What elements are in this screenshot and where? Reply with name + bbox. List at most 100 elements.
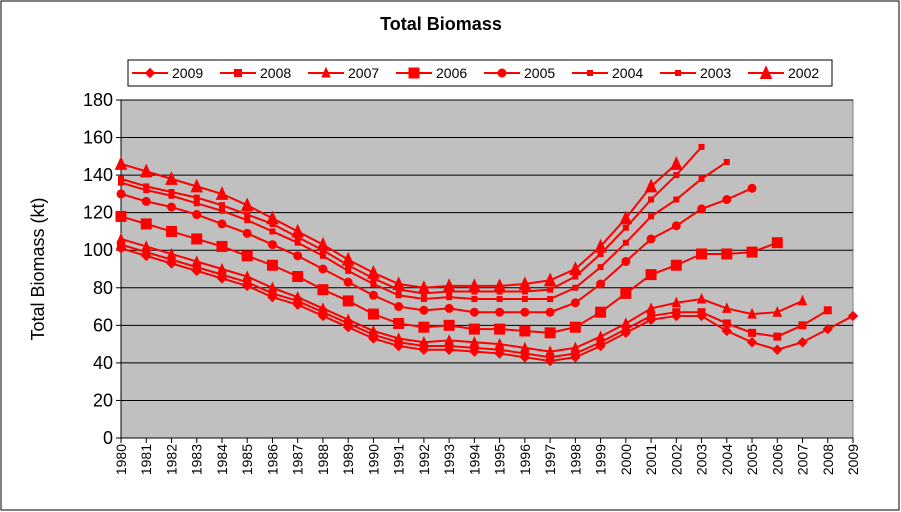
marker [721, 248, 733, 260]
x-tick-label: 1988 [315, 444, 331, 475]
y-tick-label: 20 [93, 390, 113, 410]
marker [698, 143, 705, 150]
marker [446, 294, 453, 301]
marker [518, 276, 532, 291]
x-tick-label: 1983 [189, 444, 205, 475]
x-tick-label: 1999 [593, 444, 609, 475]
marker [547, 296, 554, 303]
marker [647, 311, 656, 320]
marker [393, 332, 404, 343]
x-tick-label: 2008 [820, 444, 836, 475]
marker [645, 269, 657, 281]
marker [367, 265, 380, 279]
marker [594, 238, 607, 253]
marker [622, 224, 629, 231]
marker [721, 325, 733, 337]
x-tick-label: 1995 [492, 444, 508, 475]
marker [267, 240, 277, 250]
x-tick-label: 1992 [416, 444, 432, 475]
series [116, 183, 757, 317]
marker [773, 332, 782, 341]
marker [672, 308, 681, 317]
marker [420, 296, 427, 303]
marker [673, 196, 680, 203]
y-tick-label: 140 [83, 165, 113, 185]
marker [166, 247, 177, 259]
marker [244, 211, 251, 218]
marker [367, 308, 379, 320]
marker [368, 290, 378, 300]
marker [193, 200, 200, 207]
marker [520, 341, 530, 353]
legend-label: 2007 [348, 65, 379, 81]
marker [723, 158, 730, 165]
legend-label: 2008 [260, 65, 291, 81]
marker [141, 240, 152, 251]
legend-label: 2004 [612, 65, 643, 81]
marker [496, 296, 503, 303]
marker [143, 183, 150, 190]
legend-label: 2003 [700, 65, 731, 81]
marker [673, 172, 680, 179]
marker [722, 319, 731, 328]
x-tick-label: 1986 [264, 444, 280, 475]
marker [165, 171, 178, 185]
x-tick-label: 1981 [138, 444, 154, 475]
marker [468, 323, 480, 335]
x-tick-label: 1996 [517, 444, 533, 475]
y-tick-label: 120 [83, 203, 113, 223]
marker [190, 178, 204, 193]
marker [144, 67, 156, 79]
marker [569, 261, 582, 275]
marker [140, 218, 152, 230]
marker [544, 327, 556, 339]
x-tick-label: 2007 [795, 444, 811, 475]
marker [191, 233, 203, 245]
x-tick-label: 1994 [466, 444, 482, 475]
marker [494, 337, 505, 349]
marker [294, 239, 301, 246]
marker [242, 270, 252, 282]
marker [165, 225, 177, 237]
x-tick-label: 1989 [340, 444, 356, 475]
marker [368, 324, 379, 336]
series [114, 156, 683, 294]
marker [748, 328, 757, 337]
marker [316, 236, 330, 251]
marker [343, 277, 353, 287]
marker [166, 202, 176, 212]
legend-label: 2009 [172, 65, 203, 81]
series [115, 210, 783, 339]
marker [321, 66, 331, 78]
marker [242, 228, 252, 238]
series [116, 232, 808, 357]
marker [342, 295, 354, 307]
marker [343, 313, 353, 325]
marker [646, 302, 656, 313]
marker [597, 264, 604, 271]
marker [141, 196, 151, 206]
marker [217, 219, 227, 229]
x-tick-label: 1997 [542, 444, 558, 475]
marker [269, 228, 276, 235]
marker [520, 307, 530, 317]
marker [797, 294, 808, 306]
marker [746, 246, 758, 258]
marker [493, 278, 506, 292]
marker [469, 336, 480, 347]
marker [671, 296, 682, 308]
marker [266, 210, 279, 225]
marker [393, 317, 405, 329]
marker [216, 240, 228, 252]
marker [193, 194, 200, 201]
y-tick-label: 0 [103, 428, 113, 448]
series [117, 240, 832, 362]
marker [722, 195, 732, 205]
legend: 2009 2008 2007 2006 2005 2004 2003 2002 [127, 59, 833, 87]
y-tick-label: 160 [83, 128, 113, 148]
marker [392, 276, 405, 291]
x-tick-label: 1982 [163, 444, 179, 475]
marker [192, 210, 202, 220]
